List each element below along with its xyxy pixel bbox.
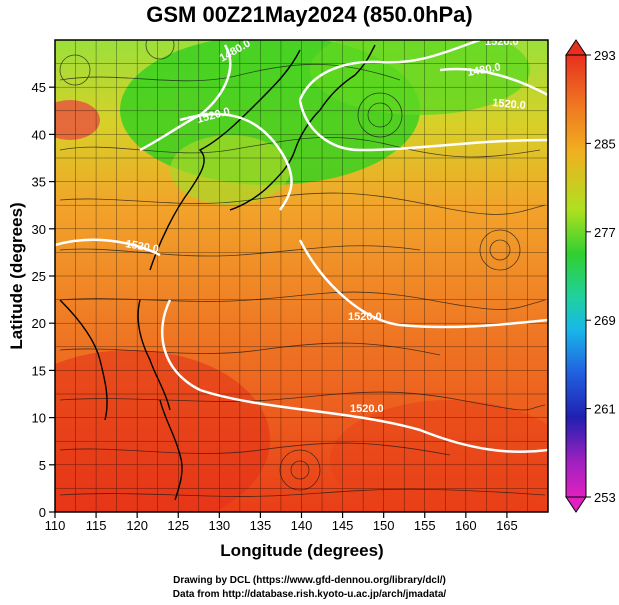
x-tick-label: 135 bbox=[250, 518, 272, 533]
y-tick-label: 45 bbox=[32, 80, 46, 95]
contour-label: 1520.0 bbox=[485, 36, 519, 48]
y-tick-label: 5 bbox=[39, 458, 46, 473]
x-tick-label: 145 bbox=[332, 518, 354, 533]
x-tick-label: 125 bbox=[167, 518, 189, 533]
colorbar-bottom-arrow bbox=[565, 496, 587, 513]
y-axis-ticks: 0 5 10 15 20 25 30 35 40 45 bbox=[32, 80, 55, 520]
colorbar-gradient bbox=[565, 54, 587, 498]
x-tick-label: 165 bbox=[496, 518, 518, 533]
y-tick-label: 40 bbox=[32, 127, 46, 142]
colorbar-tick-label: 277 bbox=[594, 225, 616, 240]
height-contours bbox=[55, 40, 548, 454]
x-tick-label: 110 bbox=[45, 518, 66, 533]
y-tick-label: 15 bbox=[32, 363, 46, 378]
x-tick-label: 120 bbox=[126, 518, 148, 533]
map-title: GSM 00Z21May2024 (850.0hPa) bbox=[146, 2, 473, 27]
colorbar-tick-label: 269 bbox=[594, 313, 616, 328]
x-tick-label: 140 bbox=[291, 518, 313, 533]
y-axis-title: Latitude (degrees) bbox=[7, 202, 26, 349]
colorbar-top-arrow bbox=[565, 39, 587, 56]
x-tick-label: 160 bbox=[455, 518, 477, 533]
colorbar-tick-label: 253 bbox=[594, 490, 616, 505]
x-tick-label: 130 bbox=[208, 518, 230, 533]
colorbar-tick-label: 285 bbox=[594, 136, 616, 151]
credit-drawing: Drawing by DCL (https://www.gfd-dennou.o… bbox=[173, 575, 446, 586]
y-tick-label: 30 bbox=[32, 222, 46, 237]
y-tick-label: 25 bbox=[32, 269, 46, 284]
lat-lon-grid bbox=[54, 39, 549, 513]
colorbar-tick-label: 261 bbox=[594, 402, 616, 417]
contour-label: 1520.0 bbox=[350, 403, 384, 415]
x-tick-label: 115 bbox=[86, 518, 107, 533]
y-tick-label: 10 bbox=[32, 411, 46, 426]
y-tick-label: 0 bbox=[39, 505, 46, 520]
temperature-field bbox=[55, 40, 548, 512]
y-tick-label: 20 bbox=[32, 316, 46, 331]
contour-label: 1520.0 bbox=[124, 238, 159, 256]
colorbar-tick-label: 293 bbox=[594, 48, 616, 63]
x-axis-ticks: 110 115 120 125 130 135 140 145 150 155 160 165 bbox=[45, 512, 518, 533]
colorbar: 293 285 277 269 261 253 bbox=[565, 39, 616, 513]
x-tick-label: 150 bbox=[373, 518, 395, 533]
contour-label: 1520.0 bbox=[348, 311, 382, 323]
contour-label: 1520.0 bbox=[492, 97, 527, 112]
x-tick-label: 155 bbox=[414, 518, 436, 533]
contour-label: 1480.0 bbox=[466, 61, 501, 79]
x-axis-title: Longitude (degrees) bbox=[220, 541, 383, 560]
credit-data: Data from http://database.rish.kyoto-u.a… bbox=[172, 589, 447, 600]
y-tick-label: 35 bbox=[32, 175, 46, 190]
